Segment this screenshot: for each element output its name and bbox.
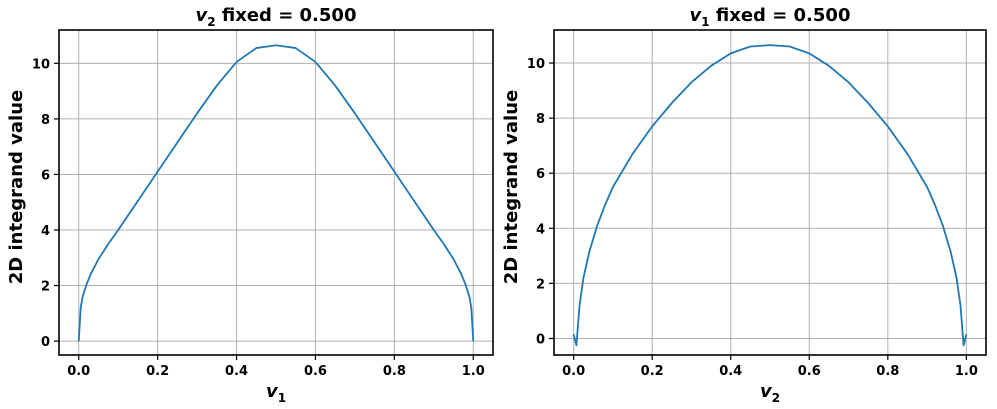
left-x-tick-label: 0.6 xyxy=(304,364,327,379)
right-x-tick-label: 1.0 xyxy=(955,364,978,379)
left-axes-frame xyxy=(58,29,494,356)
left-y-tick-label: 10 xyxy=(32,57,50,72)
left-subplot: v2 fixed = 0.500 v1 2D integrand value 0… xyxy=(6,5,494,405)
right-axes-frame xyxy=(553,29,987,356)
left-subplot-xlabel: v1 xyxy=(266,381,286,405)
right-y-tick-label: 10 xyxy=(527,57,545,72)
right-y-tick-label: 2 xyxy=(536,277,545,292)
left-series-line xyxy=(77,44,475,342)
right-subplot-title: v1 fixed = 0.500 xyxy=(690,5,851,29)
right-subplot-ylabel: 2D integrand value xyxy=(501,90,522,284)
left-x-tick-label: 0.8 xyxy=(383,364,406,379)
right-x-tick-label: 0.0 xyxy=(562,364,585,379)
left-y-tick-label: 0 xyxy=(41,335,50,350)
right-grid xyxy=(554,30,986,355)
right-y-tick-label: 0 xyxy=(536,332,545,347)
left-x-tick-label: 0.2 xyxy=(146,364,169,379)
right-y-tick-label: 8 xyxy=(536,112,545,127)
right-y-tick-label: 6 xyxy=(536,167,545,182)
right-x-tick-label: 0.8 xyxy=(876,364,899,379)
right-subplot: v1 fixed = 0.500 v2 2D integrand value 0… xyxy=(501,5,987,405)
right-x-tick-label: 0.2 xyxy=(641,364,664,379)
right-subplot-xlabel: v2 xyxy=(760,381,780,405)
left-grid xyxy=(59,30,493,355)
right-x-tick-label: 0.4 xyxy=(719,364,742,379)
right-series-line xyxy=(572,44,968,347)
left-x-tick-label: 1.0 xyxy=(462,364,485,379)
left-y-tick-label: 6 xyxy=(41,168,50,183)
left-y-tick-label: 8 xyxy=(41,113,50,128)
right-y-tick-label: 4 xyxy=(536,222,545,237)
left-subplot-title: v2 fixed = 0.500 xyxy=(196,5,357,29)
left-x-tick-label: 0.4 xyxy=(225,364,248,379)
left-y-tick-label: 2 xyxy=(41,280,50,295)
left-y-tick-label: 4 xyxy=(41,224,50,239)
right-x-tick-label: 0.6 xyxy=(798,364,821,379)
left-subplot-ylabel: 2D integrand value xyxy=(6,90,27,284)
left-x-tick-label: 0.0 xyxy=(67,364,90,379)
